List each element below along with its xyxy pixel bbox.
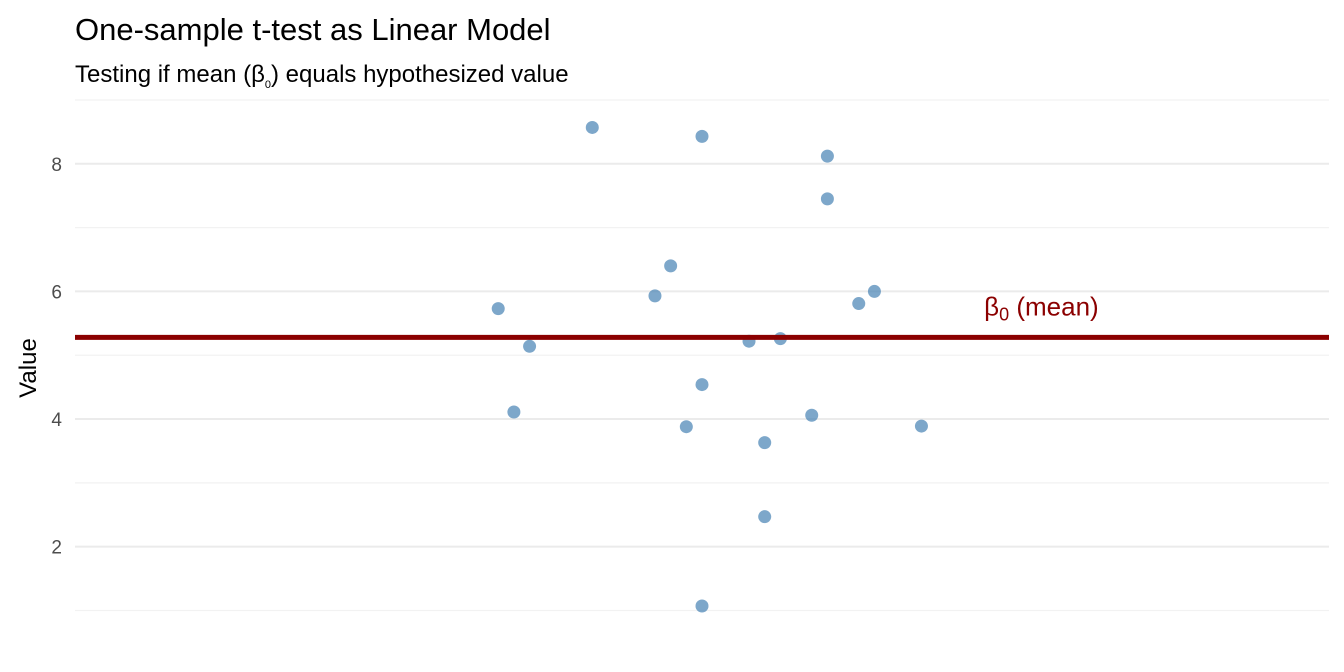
data-points <box>491 120 928 613</box>
mean-label-beta-symbol: β <box>984 291 999 321</box>
data-point <box>695 129 709 143</box>
data-point <box>820 149 834 163</box>
data-point <box>664 259 678 273</box>
y-tick-label: 4 <box>51 410 62 431</box>
mean-label-suffix: (mean) <box>1009 291 1099 321</box>
subtitle-prefix: Testing if mean ( <box>75 61 251 88</box>
y-axis-ticks: 2 4 6 8 <box>51 155 62 559</box>
subtitle-subscript: 0 <box>265 79 271 91</box>
mean-line-group: β0 (mean) <box>75 291 1329 340</box>
y-tick-label: 8 <box>51 155 62 176</box>
data-point <box>695 378 709 392</box>
y-axis-title: Value <box>15 338 42 398</box>
data-point <box>805 408 819 422</box>
data-point <box>820 192 834 206</box>
data-point <box>523 339 537 353</box>
data-point <box>648 289 662 303</box>
subtitle-suffix: ) equals hypothesized value <box>271 61 569 88</box>
subtitle-beta-symbol: β <box>251 61 265 88</box>
data-point <box>914 419 928 433</box>
y-tick-label: 6 <box>51 282 62 303</box>
data-point <box>867 284 881 298</box>
data-point <box>507 405 521 419</box>
data-point <box>695 599 709 613</box>
chart-subtitle: Testing if mean (β0) equals hypothesized… <box>75 61 569 91</box>
data-point <box>679 420 693 434</box>
mean-label-subscript: 0 <box>999 304 1009 324</box>
data-point <box>758 436 772 450</box>
data-point <box>491 302 505 316</box>
data-point <box>585 120 599 134</box>
data-point <box>852 297 866 311</box>
data-point <box>758 510 772 524</box>
mean-line-label: β0 (mean) <box>984 291 1099 324</box>
gridlines <box>75 99 1329 612</box>
chart-title: One-sample t-test as Linear Model <box>75 12 551 47</box>
y-tick-label: 2 <box>51 538 62 559</box>
